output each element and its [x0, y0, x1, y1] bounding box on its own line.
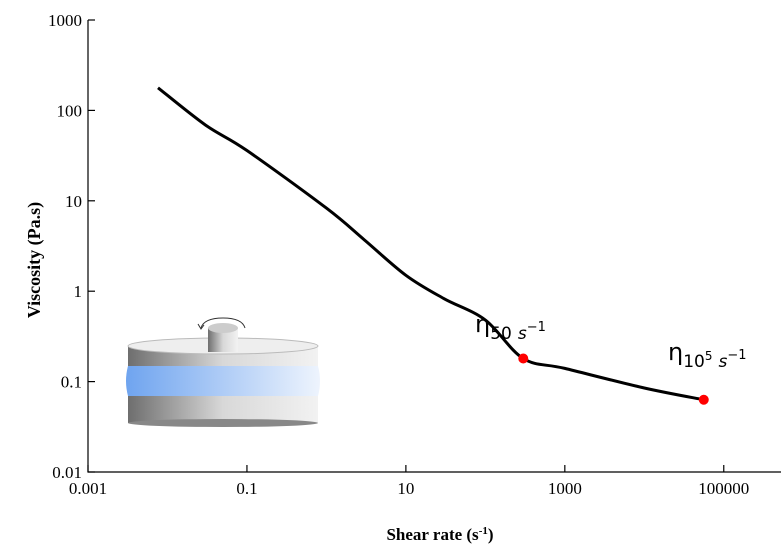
x-tick-label: 0.1 [236, 479, 257, 498]
x-tick-label: 100000 [698, 479, 749, 498]
y-tick-label: 1000 [48, 11, 82, 30]
annotation-base: η [475, 310, 490, 338]
x-tick-label: 10 [397, 479, 414, 498]
annotation-sup: −1 [727, 348, 746, 363]
y-tick-label: 100 [57, 101, 83, 120]
annotation-unit: s [719, 352, 728, 372]
x-label-text: Shear rate (s [386, 525, 479, 544]
x-axis-label: Shear rate (s-1) [386, 525, 493, 544]
annotation-unit: s [518, 324, 527, 344]
y-tick-label: 1 [74, 282, 83, 301]
annotation-sub: 50 [490, 324, 512, 344]
y-tick-label: 0.1 [61, 373, 82, 392]
highlight-point [698, 394, 709, 405]
annotation-sup: −1 [527, 320, 546, 335]
highlight-point [518, 353, 529, 364]
y-tick-label: 0.01 [52, 463, 82, 482]
y-tick-label: 10 [65, 192, 82, 211]
x-label-end: ) [488, 525, 494, 544]
x-tick-label: 0.001 [69, 479, 107, 498]
annotation-sub: 10 [683, 352, 705, 372]
annotation-sub-sup: 5 [705, 349, 713, 363]
rheometer-illustration [126, 317, 320, 427]
annotation: η50 s−1 [475, 310, 546, 344]
annotation-base: η [668, 338, 683, 366]
viscosity-curve [157, 86, 705, 402]
y-axis-label: Viscosity (Pa.s) [24, 202, 45, 318]
annotation: η105 s−1 [668, 338, 747, 372]
x-tick-label: 1000 [548, 479, 582, 498]
x-label-sup: -1 [479, 525, 488, 537]
